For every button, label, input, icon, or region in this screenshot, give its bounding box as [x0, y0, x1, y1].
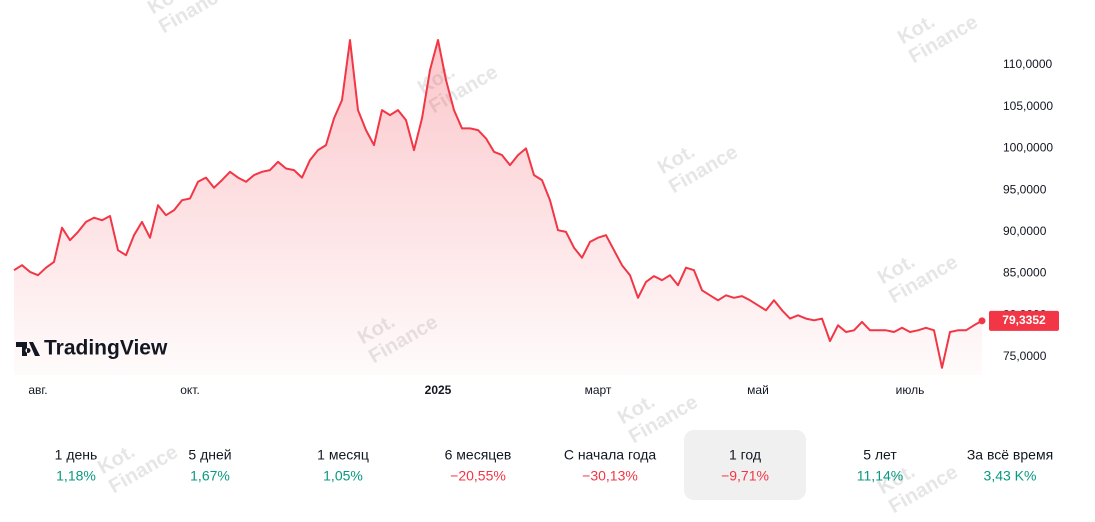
last-point: [978, 317, 986, 325]
y-tick-label: 95,0000: [1003, 182, 1047, 196]
y-tick-label: 100,0000: [1003, 141, 1053, 155]
period-label: 6 месяцев: [445, 447, 512, 463]
period-button[interactable]: 1 день 1,18%: [55, 447, 98, 484]
price-line: [13, 39, 983, 369]
x-tick-label: 2025: [425, 383, 452, 397]
period-label: За всё время: [967, 447, 1053, 463]
period-active-bg: [684, 430, 806, 500]
y-tick-label: 75,0000: [1003, 349, 1047, 363]
x-tick-label: май: [747, 383, 769, 397]
y-tick-label: 110,0000: [1003, 57, 1052, 71]
logo-icon: [16, 342, 40, 356]
logo-text: TradingView: [44, 337, 168, 360]
period-label: 1 месяц: [317, 447, 369, 463]
watermark: Kot.Finance: [654, 140, 741, 198]
period-button[interactable]: 6 месяцев −20,55%: [445, 447, 512, 484]
x-tick-label: окт.: [180, 383, 200, 397]
watermark: Kot.Finance: [894, 10, 981, 68]
period-label: 1 день: [55, 447, 98, 463]
period-button[interactable]: 1 год −9,71%: [684, 430, 806, 500]
area-fill: [14, 40, 982, 375]
period-label: 5 лет: [863, 447, 897, 463]
y-tick-label: 105,0000: [1003, 99, 1053, 113]
period-change: 1,18%: [56, 468, 96, 484]
period-button[interactable]: 5 лет 11,14%: [857, 447, 903, 484]
watermark: Kot.Finance: [874, 250, 961, 308]
period-change: −9,71%: [721, 468, 769, 484]
y-tick-label: 85,0000: [1003, 266, 1047, 280]
period-button[interactable]: 5 дней 1,67%: [188, 447, 231, 484]
period-change: 11,14%: [857, 468, 903, 484]
period-change: −20,55%: [450, 468, 506, 484]
x-tick-label: авг.: [28, 383, 47, 397]
x-tick-label: март: [585, 383, 612, 397]
x-tick-label: июль: [896, 383, 925, 397]
period-label: 5 дней: [188, 447, 231, 463]
period-button[interactable]: С начала года −30,13%: [564, 447, 657, 484]
watermark: Kot.Finance: [144, 0, 231, 38]
period-change: 1,05%: [323, 468, 363, 484]
watermark: Kot.Finance: [94, 440, 181, 498]
period-change: 1,67%: [190, 468, 230, 484]
logo: TradingView: [16, 337, 168, 360]
period-button[interactable]: 1 месяц 1,05%: [317, 447, 369, 484]
last-price-badge: [989, 310, 1059, 331]
period-change: −30,13%: [582, 468, 638, 484]
period-label: С начала года: [564, 447, 657, 463]
period-change: 3,43 K%: [984, 468, 1037, 484]
period-button[interactable]: За всё время 3,43 K%: [967, 447, 1053, 484]
period-label: 1 год: [729, 447, 761, 463]
y-tick-label: 90,0000: [1003, 224, 1047, 238]
last-price-label: 79,3352: [1002, 313, 1046, 327]
